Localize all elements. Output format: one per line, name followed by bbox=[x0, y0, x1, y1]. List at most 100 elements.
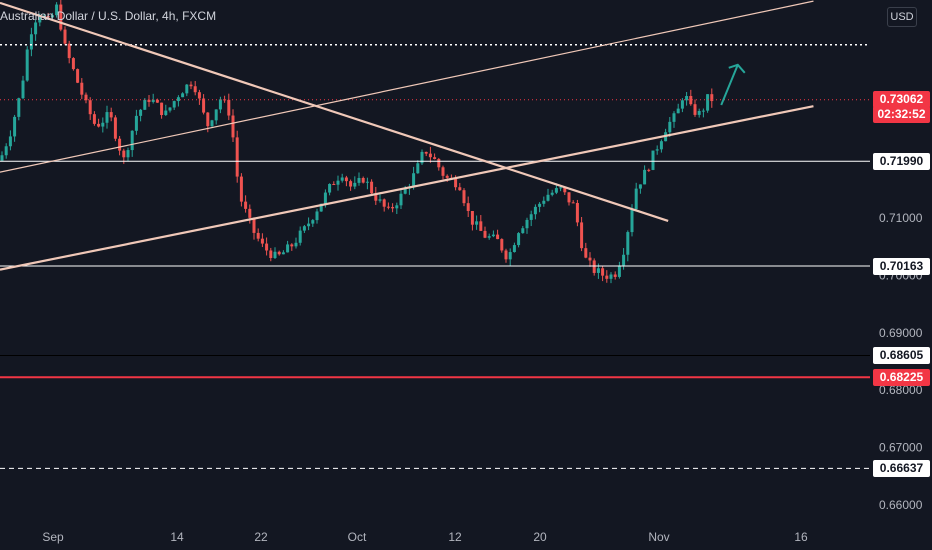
candle-body bbox=[538, 203, 542, 207]
candle-body bbox=[685, 96, 689, 101]
candle-body bbox=[575, 202, 579, 223]
candle-body bbox=[365, 181, 369, 183]
candle-body bbox=[269, 250, 273, 258]
candle-body bbox=[659, 141, 663, 150]
candle-body bbox=[567, 192, 571, 203]
candle-body bbox=[8, 136, 12, 147]
candle-body bbox=[147, 99, 151, 102]
candle-body bbox=[92, 114, 96, 124]
candle-body bbox=[517, 233, 521, 246]
candle-body bbox=[462, 190, 466, 204]
y-tick-label: 0.69000 bbox=[879, 326, 923, 340]
candle-body bbox=[21, 80, 25, 99]
y-tick-label: 0.66000 bbox=[879, 498, 923, 512]
candle-body bbox=[298, 230, 302, 243]
candle-body bbox=[328, 183, 332, 193]
candle-body bbox=[458, 187, 462, 191]
candle-body bbox=[332, 183, 336, 185]
candle-body bbox=[571, 202, 575, 204]
candle-body bbox=[630, 209, 634, 233]
candle-body bbox=[80, 82, 84, 95]
candle-body bbox=[689, 96, 693, 105]
candle-body bbox=[227, 99, 231, 116]
candle-body bbox=[109, 112, 113, 118]
candle-body bbox=[428, 153, 432, 158]
candle-body bbox=[622, 254, 626, 266]
candle-body bbox=[122, 150, 126, 158]
x-tick-label: 12 bbox=[448, 530, 462, 544]
candle-body bbox=[155, 99, 159, 103]
time-scale[interactable] bbox=[0, 525, 870, 550]
candle-body bbox=[596, 268, 600, 273]
candle-body bbox=[617, 265, 621, 277]
candle-body bbox=[164, 110, 168, 116]
candle-body bbox=[487, 236, 491, 238]
candle-body bbox=[143, 99, 147, 110]
candle-body bbox=[34, 22, 38, 35]
x-tick-label: 14 bbox=[170, 530, 184, 544]
currency-label[interactable]: USD bbox=[887, 7, 917, 27]
candle-body bbox=[88, 100, 92, 115]
trendline-falling[interactable] bbox=[0, 1, 669, 222]
x-axis: Sep 14 22 Oct 12 20 Nov 16 bbox=[0, 525, 870, 550]
candle-body bbox=[525, 219, 529, 229]
candle-body bbox=[588, 257, 592, 261]
arrow-shaft[interactable] bbox=[720, 64, 739, 106]
candle-body bbox=[176, 97, 180, 102]
candle-body bbox=[4, 146, 8, 156]
candle-body bbox=[605, 275, 609, 279]
candle-body bbox=[193, 86, 197, 93]
candle-body bbox=[139, 109, 143, 116]
candle-body bbox=[101, 122, 105, 127]
trendline-rising-upper[interactable] bbox=[0, 0, 814, 173]
candle-body bbox=[374, 193, 378, 201]
candle-body bbox=[286, 244, 290, 253]
candle-body bbox=[76, 69, 80, 83]
candle-body bbox=[638, 184, 642, 189]
candle-body bbox=[420, 151, 424, 164]
candle-body bbox=[613, 274, 617, 277]
candle-body bbox=[634, 188, 638, 210]
x-tick-label: 20 bbox=[533, 530, 547, 544]
candle-body bbox=[550, 192, 554, 195]
trendline-rising-lower[interactable] bbox=[0, 105, 814, 271]
candle-body bbox=[554, 188, 558, 193]
candle-body bbox=[302, 226, 306, 231]
candle-body bbox=[248, 208, 252, 218]
candle-body bbox=[336, 180, 340, 185]
candle-body bbox=[273, 251, 277, 258]
candle-body bbox=[697, 110, 701, 115]
candle-body bbox=[479, 221, 483, 231]
candle-body bbox=[84, 94, 88, 101]
candle-body bbox=[491, 234, 495, 237]
candle-body bbox=[521, 228, 525, 234]
candle-body bbox=[508, 252, 512, 260]
candle-body bbox=[500, 239, 504, 251]
candle-body bbox=[0, 155, 4, 161]
candle-body bbox=[504, 250, 508, 260]
candle-body bbox=[496, 234, 500, 240]
candle-body bbox=[97, 123, 101, 127]
candle-body bbox=[130, 130, 134, 151]
candle-body bbox=[13, 116, 17, 137]
candle-body bbox=[50, 15, 54, 18]
candle-body bbox=[655, 149, 659, 151]
candle-body bbox=[151, 99, 155, 102]
candle-body bbox=[672, 113, 676, 122]
candle-body bbox=[693, 104, 697, 115]
candle-body bbox=[437, 159, 441, 168]
candle-body bbox=[357, 177, 361, 183]
arrow-head bbox=[728, 63, 746, 74]
candle-body bbox=[403, 188, 407, 194]
candle-body bbox=[676, 108, 680, 114]
candle-body bbox=[113, 117, 117, 139]
candle-body bbox=[466, 203, 470, 211]
y-tick-label: 0.68000 bbox=[879, 383, 923, 397]
candle-body bbox=[126, 150, 130, 158]
candle-body bbox=[395, 205, 399, 209]
candle-body bbox=[668, 121, 672, 133]
candle-body bbox=[71, 58, 75, 70]
candle-body bbox=[323, 192, 327, 204]
candle-body bbox=[118, 138, 122, 151]
